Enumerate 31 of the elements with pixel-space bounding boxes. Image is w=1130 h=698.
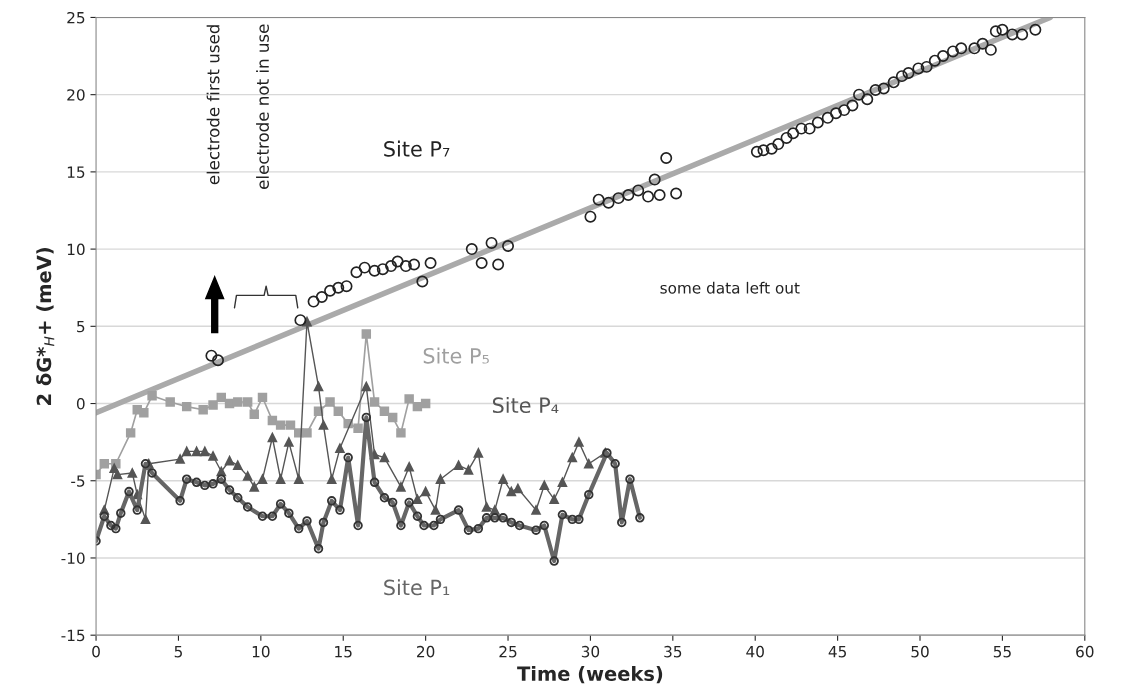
x-axis-title: Time (weeks) [517, 665, 663, 684]
annotation: electrode first used [206, 25, 220, 185]
x-tick-label: 45 [828, 646, 846, 658]
y-tick-label: -10 [61, 552, 85, 564]
x-tick-label: 20 [417, 645, 435, 658]
y-tick-label: 5 [77, 320, 85, 333]
series-label: Site P₄ [492, 396, 559, 414]
y-tick-label: -5 [71, 475, 85, 487]
x-tick-label: 10 [252, 645, 270, 658]
y-tick-label: 25 [67, 11, 85, 24]
annotation: electrode not in use [256, 24, 269, 189]
y-tick-label: -15 [61, 629, 85, 642]
x-tick-label: 35 [664, 645, 682, 658]
x-tick-label: 5 [174, 646, 182, 658]
x-tick-label: 0 [92, 645, 100, 658]
y-tick-label: 0 [76, 398, 85, 410]
y-tick-label: 20 [67, 89, 85, 101]
y-tick-label: 10 [67, 243, 85, 256]
series-label: Site P₅ [423, 347, 489, 364]
x-tick-label: 40 [746, 645, 764, 658]
x-tick-label: 50 [911, 645, 929, 658]
annotation: some data left out [660, 281, 800, 294]
x-tick-label: 30 [581, 645, 600, 658]
x-tick-label: 55 [993, 646, 1011, 658]
y-tick-label: 15 [67, 166, 85, 178]
y-axis-title: 2 δG*$_{H}$+ (meV) [36, 248, 55, 405]
x-tick-label: 60 [1076, 645, 1094, 658]
x-tick-label: 15 [335, 646, 352, 658]
text: Site P₁ [384, 579, 450, 596]
x-tick-label: 25 [499, 645, 517, 658]
text: Site P₇ [384, 140, 450, 157]
